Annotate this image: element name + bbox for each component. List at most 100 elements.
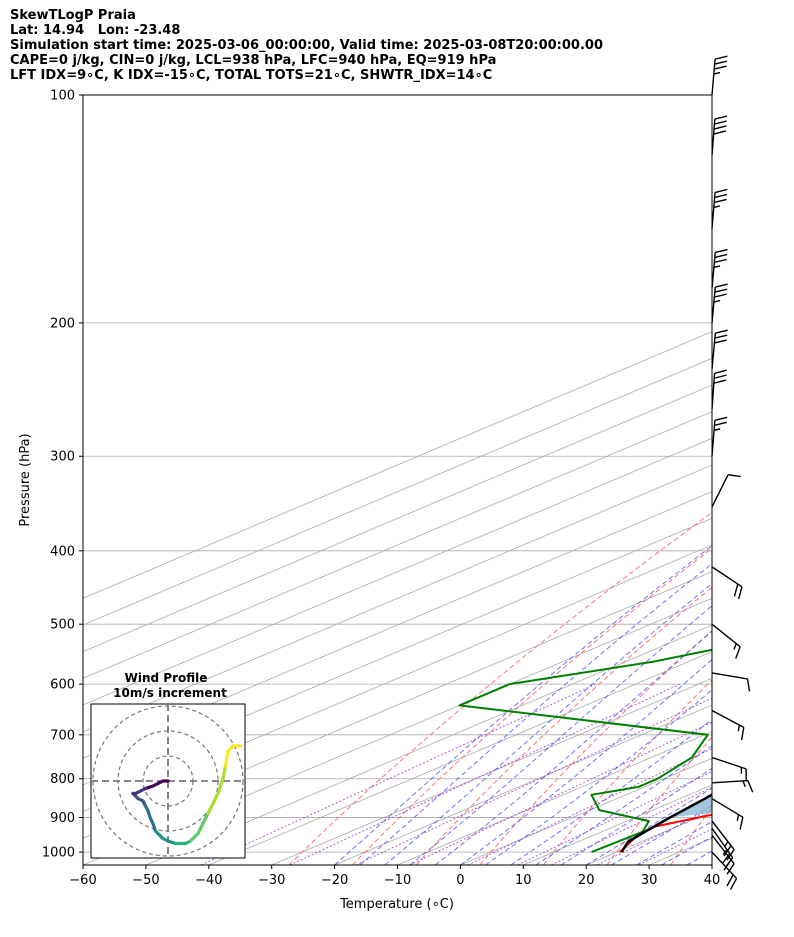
x-tick-label: −40 [195, 873, 222, 888]
barb-flag [713, 379, 727, 384]
dry-adiabat [606, 736, 712, 865]
moist-adiabat [460, 658, 712, 865]
isotherm-line [711, 864, 712, 865]
isotherm-line [271, 677, 712, 865]
y-tick-label: 300 [50, 450, 75, 465]
wind-barb [711, 834, 735, 875]
barb-flag [740, 727, 745, 740]
barb-flag [714, 253, 728, 259]
hodograph-area [91, 704, 245, 858]
inset-subtitle: 10m/s increment [113, 686, 227, 700]
isotherm-line [83, 437, 712, 706]
isotherm-line [83, 544, 712, 813]
wind-barb [711, 779, 754, 793]
x-tick-label: −60 [69, 873, 96, 888]
barb-shaft [711, 820, 735, 850]
x-tick-label: 30 [641, 873, 658, 888]
y-tick-label: 100 [50, 89, 75, 104]
hodograph-segment [201, 811, 210, 826]
barb-flag [714, 293, 727, 298]
barb-flag [714, 421, 727, 427]
moist-adiabat [611, 804, 712, 865]
x-tick-label: −10 [384, 873, 411, 888]
barb-flag [714, 339, 727, 344]
dry-adiabat [543, 679, 712, 865]
x-tick-label: 10 [515, 873, 532, 888]
barb-half-flag [713, 299, 721, 303]
dry-adiabat [734, 95, 794, 865]
barb-flag [714, 369, 727, 374]
chart-title: SkewTLogP Praia [10, 8, 136, 23]
barb-flag [713, 125, 727, 130]
barb-flag [714, 55, 728, 60]
wind-barb [711, 851, 738, 890]
moist-adiabat [510, 718, 712, 865]
isotherm-line [83, 331, 712, 599]
barb-flag [728, 474, 741, 478]
barb-flag [747, 780, 754, 793]
barb-half-flag [737, 724, 741, 732]
isotherm-line [775, 95, 794, 865]
isotherm-line [145, 624, 712, 865]
wind-barbs [711, 55, 754, 890]
barb-flag [714, 193, 728, 199]
wind-barb [711, 672, 751, 692]
wind-barb [711, 329, 728, 369]
mixing-ratio-line [355, 697, 712, 865]
wind-barb [711, 623, 741, 659]
isotherm-line [586, 811, 712, 865]
dry-adiabat [352, 547, 712, 865]
barb-flag [714, 115, 728, 120]
x-tick-label: −30 [258, 873, 285, 888]
hodograph-segment [206, 801, 215, 816]
location-line: Lat: 14.94 Lon: -23.48 [10, 23, 181, 38]
barb-shaft [711, 474, 729, 508]
barb-flag [715, 329, 728, 334]
wind-barb [711, 55, 728, 96]
y-tick-label: 500 [50, 618, 75, 633]
y-tick-label: 900 [50, 811, 75, 826]
barb-shaft [711, 332, 717, 369]
isotherm-line [397, 731, 712, 865]
y-tick-label: 800 [50, 772, 75, 787]
hodograph-segment [196, 821, 205, 836]
mixing-ratio-line [289, 683, 681, 865]
isotherm-line [83, 384, 712, 653]
inset-title: Wind Profile [125, 671, 208, 685]
barb-shaft [711, 59, 716, 96]
indices-line-1: CAPE=0 j/kg, CIN=0 j/kg, LCL=938 hPa, LF… [10, 53, 497, 68]
isotherm-line [460, 757, 712, 865]
wind-barb [711, 248, 728, 289]
y-tick-label: 200 [50, 316, 75, 331]
wind-barb [711, 566, 743, 600]
hodograph-segment [221, 764, 228, 781]
axis-ticks: −60 −50 −40 −30 −20 −10 0 10 20 30 40 100 200 300 400 5… [42, 89, 720, 889]
barb-half-flag [733, 643, 737, 650]
isotherm-line [83, 597, 712, 865]
barb-flag [739, 817, 744, 830]
moist-adiabat [384, 582, 712, 865]
y-axis-label: Pressure (hPa) [18, 433, 33, 526]
x-tick-label: 20 [578, 873, 595, 888]
dewpoint-line [458, 648, 712, 854]
moist-adiabat [560, 767, 712, 865]
chart-header: SkewTLogP Praia Lat: 14.94 Lon: -23.48 Sim… [10, 8, 603, 83]
moist-adiabat [686, 850, 712, 865]
barb-shaft [711, 672, 748, 680]
hodograph-segment [216, 776, 225, 796]
x-tick-label: 0 [456, 873, 464, 888]
x-tick-label: 40 [704, 873, 721, 888]
hodograph-segment [223, 749, 230, 768]
y-tick-label: 1000 [42, 846, 75, 861]
barb-flag [714, 416, 728, 422]
cape-shading [670, 794, 712, 818]
moist-adiabat [359, 563, 712, 865]
dry-adiabat [415, 586, 712, 865]
y-tick-label: 400 [50, 544, 75, 559]
barb-flag [714, 374, 727, 379]
time-line: Simulation start time: 2025-03-06_00:00:… [10, 38, 603, 53]
wind-barb [711, 756, 747, 782]
barb-half-flag [713, 71, 721, 75]
isotherm-line [523, 784, 712, 865]
